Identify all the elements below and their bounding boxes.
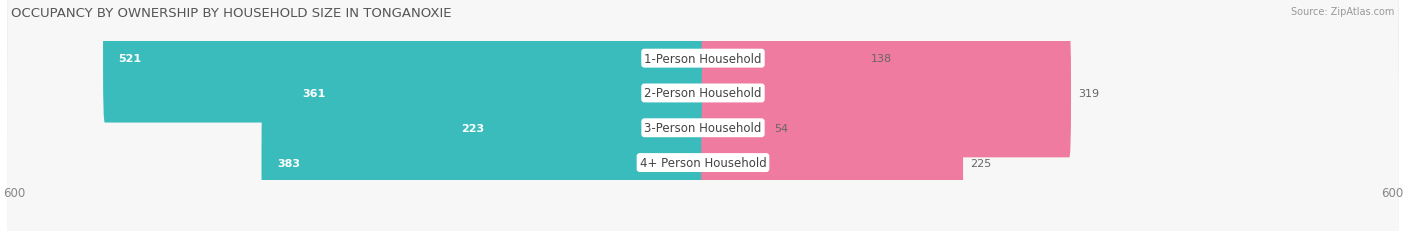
FancyBboxPatch shape: [7, 0, 1399, 231]
Text: 1-Person Household: 1-Person Household: [644, 52, 762, 65]
FancyBboxPatch shape: [7, 0, 1399, 231]
FancyBboxPatch shape: [7, 0, 1399, 231]
FancyBboxPatch shape: [103, 0, 704, 123]
FancyBboxPatch shape: [446, 64, 704, 192]
Text: 361: 361: [302, 88, 326, 99]
Text: 383: 383: [277, 158, 299, 168]
Text: 319: 319: [1078, 88, 1099, 99]
FancyBboxPatch shape: [262, 99, 704, 227]
Text: 54: 54: [775, 123, 789, 133]
FancyBboxPatch shape: [702, 30, 1071, 158]
Text: OCCUPANCY BY OWNERSHIP BY HOUSEHOLD SIZE IN TONGANOXIE: OCCUPANCY BY OWNERSHIP BY HOUSEHOLD SIZE…: [11, 7, 451, 20]
Text: 2-Person Household: 2-Person Household: [644, 87, 762, 100]
FancyBboxPatch shape: [702, 64, 766, 192]
Text: 225: 225: [970, 158, 991, 168]
FancyBboxPatch shape: [287, 30, 704, 158]
Text: 4+ Person Household: 4+ Person Household: [640, 156, 766, 169]
Text: 3-Person Household: 3-Person Household: [644, 122, 762, 135]
FancyBboxPatch shape: [702, 99, 963, 227]
FancyBboxPatch shape: [7, 0, 1399, 231]
Text: Source: ZipAtlas.com: Source: ZipAtlas.com: [1291, 7, 1395, 17]
Text: 138: 138: [870, 54, 891, 64]
Text: 521: 521: [118, 54, 142, 64]
Text: 223: 223: [461, 123, 484, 133]
FancyBboxPatch shape: [702, 0, 863, 123]
